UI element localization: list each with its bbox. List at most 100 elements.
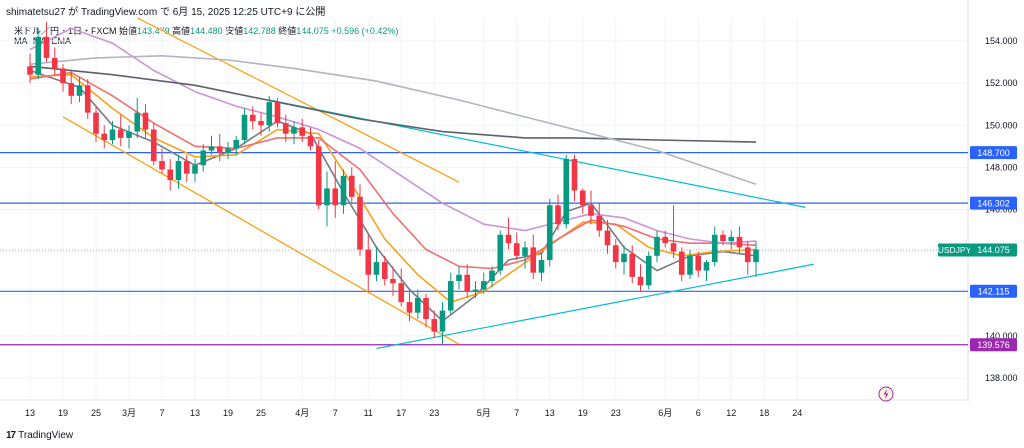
x-tick-label: 19 [223,408,233,418]
candle-body [629,253,636,277]
candle-body [571,158,578,191]
candle-body [381,262,388,279]
candle-body [340,175,347,206]
candle-body [670,243,677,252]
candle-body [373,262,380,275]
x-tick-label: 13 [190,408,200,418]
candle-body [200,150,207,166]
candle-body [43,36,50,58]
candle-body [84,85,91,113]
x-tick-label: 3月 [122,408,136,418]
x-tick-label: 23 [429,408,439,418]
symbol-badge-label: USDJPY [938,245,972,255]
low-value: 142.788 [243,26,276,36]
candle-body [101,133,108,141]
y-tick-label: 154.000 [985,36,1018,46]
close-value: 144.075 [296,26,329,36]
candle-body [604,230,611,246]
current-price-badge [970,243,1017,257]
candle-body [464,274,471,292]
tradingview-logo[interactable]: 17 TradingView [6,430,73,441]
x-tick-label: 17 [396,408,406,418]
candle-body [249,114,256,122]
candle-body [489,270,495,282]
candle-body [183,161,190,174]
candle-body [175,161,182,181]
candle-body [596,215,603,231]
x-tick-label: 25 [91,408,101,418]
open-value: 143.479 [137,26,170,36]
candle-body [282,123,289,134]
candle-body [612,245,619,263]
trendline [62,116,460,345]
candle-body [414,297,421,313]
candle-body [150,129,157,162]
candle-body [695,255,702,271]
candle-body [225,148,231,153]
candle-body [216,146,223,153]
symbol-badge [938,243,971,257]
candle-body [233,140,240,149]
level-price-badge [970,196,1017,210]
x-tick-label: 6 [696,408,701,418]
candle-body [687,255,693,275]
candle-body [728,236,735,242]
candle-body [447,281,454,311]
candle-body [662,236,669,244]
candle-body [126,131,132,138]
level-price-badge [970,338,1017,352]
x-tick-label: 18 [759,408,769,418]
candle-body [555,205,561,225]
candle-body [208,146,215,151]
x-tick-label: 13 [545,408,555,418]
candle-body [497,234,504,271]
candle-body [241,114,248,141]
moving-average-line [29,65,757,143]
candle-body [134,112,141,132]
candle-body [678,251,685,275]
candle-body [348,175,355,197]
level-price-label: 146.302 [977,198,1010,208]
candle-body [258,121,264,126]
level-price-badge [970,146,1017,160]
candle-body [621,253,627,263]
candle-body [456,274,462,282]
tradingview-logo-icon: 17 [6,430,16,441]
low-label: 安値 [225,26,244,36]
level-price-label: 148.700 [977,148,1010,158]
trendline [376,263,814,350]
candle-body [51,57,58,69]
candle-body [538,260,545,273]
candle-body [431,318,438,332]
candle-body [530,247,537,273]
candle-body [588,205,594,216]
x-tick-label: 13 [25,408,35,418]
x-tick-label: 7 [333,408,338,418]
x-tick-label: 23 [611,408,621,418]
candle-body [117,129,124,138]
candle-body [563,158,570,225]
x-tick-label: 6月 [658,408,672,418]
candle-body [505,234,512,244]
candle-body [546,205,553,261]
candle-body [324,188,330,206]
candle-body [35,36,42,75]
x-tick-label: 19 [578,408,588,418]
candle-body [357,196,363,250]
x-tick-label: 5月 [477,408,491,418]
candle-body [365,249,372,275]
candle-body [439,310,446,332]
candle-body [522,247,528,256]
x-tick-label: 19 [58,408,68,418]
lightning-icon-glyph [883,389,889,399]
y-tick-label: 152.000 [985,78,1018,88]
brand-name: TradingView [18,430,74,441]
x-tick-label: 4月 [295,408,309,418]
candle-body [68,83,75,96]
candle-body [167,169,174,181]
candle-body [579,190,586,206]
candle-body [93,112,99,134]
candle-body [398,283,405,303]
candle-body [274,102,281,124]
